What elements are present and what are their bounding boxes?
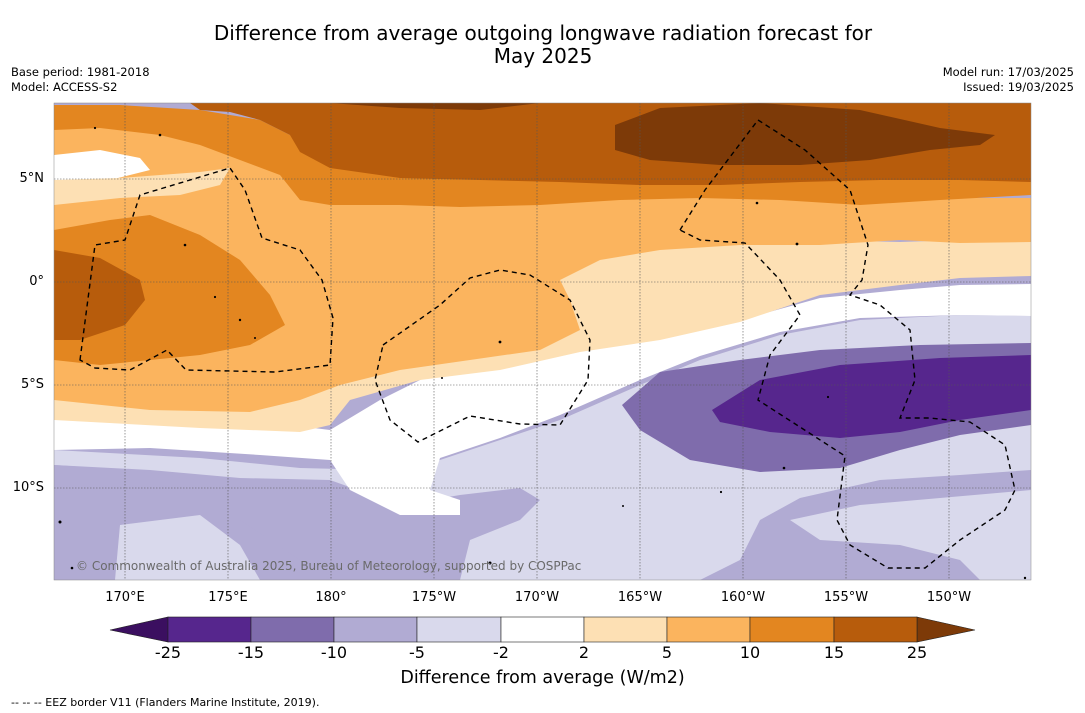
contour-minus10-to-minus15: [712, 355, 1031, 438]
contour-minus2-to-2: [54, 284, 1031, 515]
colorbar-bin-minus10-minus5: [333, 616, 418, 643]
anomaly-field: [54, 103, 1031, 580]
colorbar-bin-minus25-minus15: [167, 616, 252, 643]
colorbar-bin-minus2-2: [500, 616, 585, 643]
colorbar-tick-minus25: -25: [154, 643, 182, 662]
colorbar-tick-15: 15: [823, 643, 845, 662]
colorbar-extend-low: [109, 616, 169, 643]
model-name: Model: ACCESS-S2: [11, 80, 118, 94]
eez-footnote: -- -- -- EEZ border V11 (Flanders Marine…: [11, 696, 320, 709]
colorbar-tick-minus10: -10: [320, 643, 348, 662]
colorbar-tick-10: 10: [739, 643, 761, 662]
lon-label-170e: 170°E: [105, 590, 145, 605]
contour-low-sw-inner: [115, 515, 260, 580]
colorbar-bin-5-10: [666, 616, 751, 643]
lon-label-175w: 175°W: [411, 590, 457, 605]
lon-label-155w: 155°W: [823, 590, 869, 605]
lon-label-160w: 160°W: [720, 590, 766, 605]
colorbar: [109, 616, 976, 643]
chart-title: Difference from average outgoing longwav…: [0, 22, 1085, 68]
meta-right: Model run: 17/03/2025 Issued: 19/03/2025: [943, 65, 1074, 95]
colorbar-tick-minus5: -5: [409, 643, 425, 662]
contour-peach-nw: [54, 168, 230, 205]
copyright-notice: © Commonwealth of Australia 2025, Bureau…: [76, 559, 582, 573]
eez-borders: [79, 119, 1016, 569]
contour-low-se: [790, 490, 1031, 580]
lon-label-175e: 175°E: [208, 590, 248, 605]
contour-25-plus-north: [615, 103, 995, 165]
lon-label-165w: 165°W: [617, 590, 663, 605]
lat-label-10s: 10°S: [12, 480, 44, 495]
contour-15-to-25-west: [54, 250, 145, 340]
meta-left: Base period: 1981-2018 Model: ACCESS-S2: [11, 65, 150, 95]
lon-label-180: 180°: [315, 590, 347, 605]
colorbar-tick-25: 25: [906, 643, 928, 662]
colorbar-bin-10-15: [749, 616, 835, 643]
colorbar-bin-15-25: [833, 616, 918, 643]
colorbar-tick-minus2: -2: [493, 643, 509, 662]
contour-white-nw: [54, 150, 150, 180]
contour-25-plus-strip: [330, 103, 540, 110]
colorbar-tick-5: 5: [661, 643, 673, 662]
lat-label-0: 0°: [29, 274, 44, 289]
colorbar-bin-2-5: [583, 616, 668, 643]
issued-date: Issued: 19/03/2025: [963, 80, 1074, 94]
lat-label-5n: 5°N: [19, 171, 45, 186]
colorbar-title: Difference from average (W/m2): [400, 668, 685, 688]
title-line-2: May 2025: [493, 44, 593, 68]
lon-label-150w: 150°W: [926, 590, 972, 605]
colorbar-tick-minus15: -15: [237, 643, 265, 662]
title-line-1: Difference from average outgoing longwav…: [213, 21, 873, 45]
islands: [58, 126, 1027, 580]
colorbar-extend-high: [916, 616, 976, 643]
colorbar-bin-minus5-minus2: [416, 616, 502, 643]
base-period: Base period: 1981-2018: [11, 65, 150, 79]
model-run: Model run: 17/03/2025: [942, 65, 1074, 79]
lat-label-5s: 5°S: [20, 377, 44, 392]
lon-label-170w: 170°W: [514, 590, 560, 605]
colorbar-tick-2: 2: [578, 643, 590, 662]
colorbar-bin-minus15-minus10: [250, 616, 335, 643]
